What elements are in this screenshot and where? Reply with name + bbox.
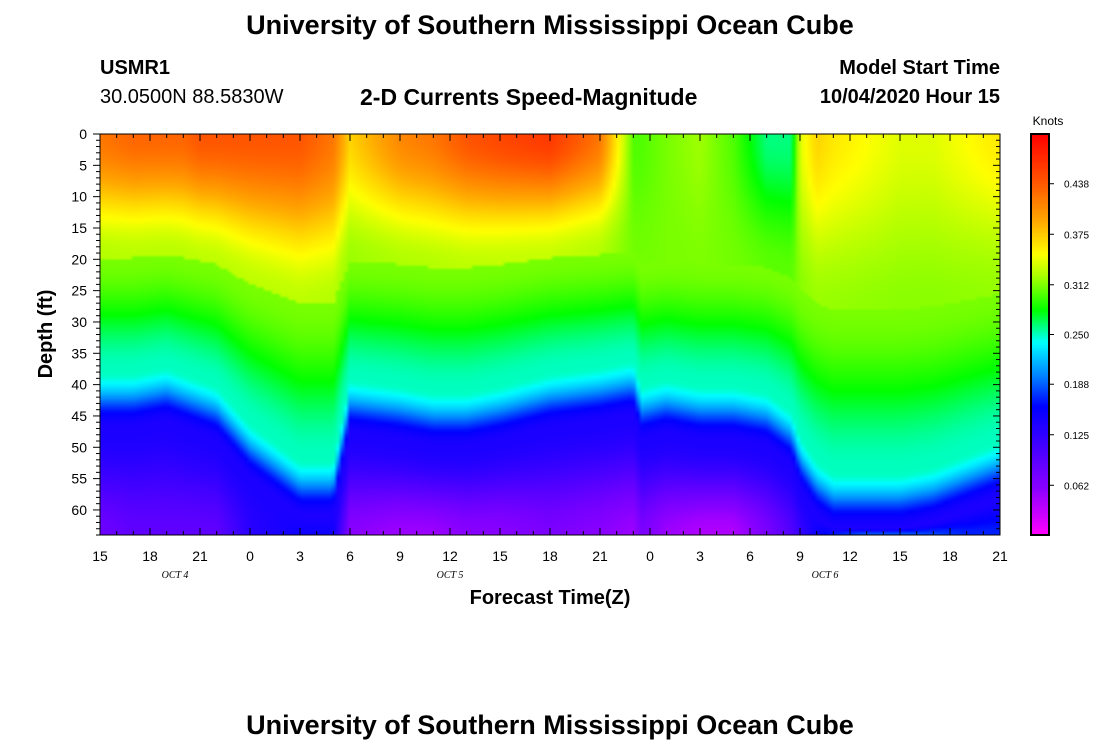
x-tick-label: 0 <box>646 548 654 564</box>
y-tick-label: 45 <box>71 408 87 424</box>
x-tick-label: 18 <box>542 548 558 564</box>
colorbar-tick-label: 0.250 <box>1064 331 1089 342</box>
x-tick-label: 3 <box>296 548 304 564</box>
y-tick-label: 25 <box>71 283 87 299</box>
y-tick-label: 5 <box>79 157 87 173</box>
colorbar-tick-label: 0.375 <box>1064 230 1089 241</box>
colorbar: Knots 0.062 0.125 0.188 0.250 0.312 0.375 0.43… <box>1030 114 1089 536</box>
date-label: OCT 5 <box>437 570 464 581</box>
x-tick-label: 18 <box>942 548 958 564</box>
y-tick-label: 55 <box>71 471 87 487</box>
x-axis-title: Forecast Time(Z) <box>470 587 631 609</box>
y-tick-label: 10 <box>71 189 87 205</box>
colorbar-tick-label: 0.438 <box>1064 180 1089 191</box>
colorbar-tick-label: 0.188 <box>1064 380 1089 391</box>
y-tick-label: 60 <box>71 502 87 518</box>
x-tick-label: 0 <box>246 548 254 564</box>
x-tick-label: 3 <box>696 548 704 564</box>
main-title: University of Southern Mississippi Ocean… <box>246 10 854 40</box>
x-tick-label: 18 <box>142 548 158 564</box>
x-tick-label: 6 <box>346 548 354 564</box>
x-tick-label: 9 <box>796 548 804 564</box>
date-label: OCT 4 <box>162 570 189 581</box>
y-tick-label: 20 <box>71 251 87 267</box>
y-tick-label: 35 <box>71 345 87 361</box>
y-tick-label: 15 <box>71 220 87 236</box>
y-axis-title: Depth (ft) <box>35 290 57 379</box>
x-tick-label: 6 <box>746 548 754 564</box>
x-tick-label: 15 <box>492 548 508 564</box>
y-tick-label: 0 <box>79 126 87 142</box>
y-tick-label: 50 <box>71 439 87 455</box>
model-start-value: 10/04/2020 Hour 15 <box>819 86 1000 108</box>
x-tick-label: 15 <box>92 548 108 564</box>
x-tick-label: 21 <box>592 548 608 564</box>
colorbar-gradient <box>1031 134 1049 535</box>
y-tick-label: 40 <box>71 377 87 393</box>
x-tick-label: 21 <box>192 548 208 564</box>
colorbar-tick-label: 0.062 <box>1064 481 1089 492</box>
x-tick-label: 12 <box>842 548 858 564</box>
date-label: OCT 6 <box>812 570 839 581</box>
colorbar-unit: Knots <box>1033 114 1064 128</box>
model-start-label: Model Start Time <box>839 57 1000 79</box>
colorbar-tick-label: 0.312 <box>1064 281 1089 292</box>
y-tick-label: 30 <box>71 314 87 330</box>
x-tick-label: 12 <box>442 548 458 564</box>
x-tick-label: 21 <box>992 548 1008 564</box>
chart-subtitle: 2-D Currents Speed-Magnitude <box>360 84 698 110</box>
footer-title: University of Southern Mississippi Ocean… <box>246 710 854 740</box>
plot-frame <box>99 133 1001 536</box>
y-axis: 0 5 10 15 20 25 30 35 40 45 50 55 60 <box>71 126 1000 536</box>
station-coordinates: 30.0500N 88.5830W <box>100 86 284 108</box>
colorbar-tick-label: 0.125 <box>1064 431 1089 442</box>
x-tick-label: 9 <box>396 548 404 564</box>
heatmap-image <box>100 134 1000 535</box>
x-tick-label: 15 <box>892 548 908 564</box>
station-id: USMR1 <box>100 57 171 79</box>
